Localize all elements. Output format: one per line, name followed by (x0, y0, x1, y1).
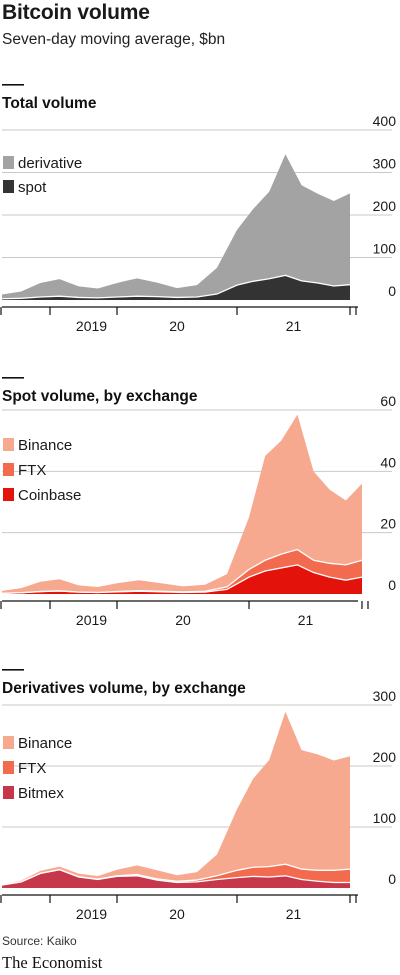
x-tick-label: 20 (175, 612, 191, 628)
legend-swatch (3, 761, 14, 774)
panel-title: Spot volume, by exchange (2, 388, 198, 405)
series-boundary-line (1, 863, 351, 886)
area-spot (2, 275, 350, 300)
legend-swatch (3, 156, 14, 169)
x-tick-label: 2019 (76, 612, 107, 628)
source-note: Source: Kaiko (2, 934, 77, 948)
chart-panel-2: Spot volume, by exchange 0 20 40 60 2019 20 21 B… (0, 377, 396, 628)
legend-label: Coinbase (18, 487, 81, 504)
area-coinbase (2, 564, 362, 594)
legend-label: spot (18, 179, 47, 196)
y-tick-label: 0 (388, 871, 396, 887)
legend-swatch (3, 463, 14, 476)
y-tick-label: 400 (373, 113, 397, 129)
legend-label: FTX (18, 462, 46, 479)
area-ftx (2, 864, 350, 885)
x-tick-label: 20 (169, 318, 185, 334)
brand-logo: The Economist (2, 953, 103, 972)
y-tick-label: 300 (373, 688, 397, 704)
panel-title-rule (2, 377, 24, 379)
x-tick-label: 2019 (76, 318, 107, 334)
legend-label: derivative (18, 155, 82, 172)
series-boundary-line (1, 548, 363, 595)
panel-title: Derivatives volume, by exchange (2, 680, 246, 697)
legend-swatch (3, 736, 14, 749)
series-boundary-line (1, 274, 351, 300)
panel-title-rule (2, 84, 24, 86)
area-binance (2, 711, 350, 885)
area-ftx (2, 549, 362, 594)
page-title: Bitcoin volume (2, 1, 150, 24)
legend-swatch (3, 438, 14, 451)
x-tick-label: 21 (286, 318, 302, 334)
y-tick-label: 200 (373, 749, 397, 765)
y-tick-label: 40 (380, 454, 396, 470)
x-tick-label: 20 (169, 906, 185, 922)
chart-panel-1: Total volume 0 100 200 300 400 2019 20 21 derivat… (0, 84, 397, 334)
y-tick-label: 60 (380, 393, 396, 409)
y-tick-label: 0 (388, 577, 396, 593)
y-tick-label: 0 (388, 283, 396, 299)
y-tick-label: 300 (373, 156, 397, 172)
area-binance (2, 414, 362, 594)
y-tick-label: 100 (373, 810, 397, 826)
page-subtitle: Seven-day moving average, $bn (2, 31, 226, 48)
y-tick-label: 200 (373, 198, 397, 214)
y-tick-label: 100 (373, 241, 397, 257)
legend-label: Bitmex (18, 785, 64, 802)
x-tick-label: 21 (298, 612, 314, 628)
panel-title: Total volume (2, 95, 97, 112)
legend-label: Binance (18, 735, 72, 752)
x-tick-label: 2019 (76, 906, 107, 922)
chart-panel-3: Derivatives volume, by exchange 0 100 200 30… (0, 669, 397, 922)
area-derivative (2, 154, 350, 299)
x-tick-label: 21 (286, 906, 302, 922)
legend-swatch (3, 488, 14, 501)
legend-swatch (3, 786, 14, 799)
legend-label: FTX (18, 760, 46, 777)
area-bitmex (2, 869, 350, 888)
panel-title-rule (2, 669, 24, 671)
y-tick-label: 20 (380, 516, 396, 532)
legend-label: Binance (18, 437, 72, 454)
legend-swatch (3, 180, 14, 193)
